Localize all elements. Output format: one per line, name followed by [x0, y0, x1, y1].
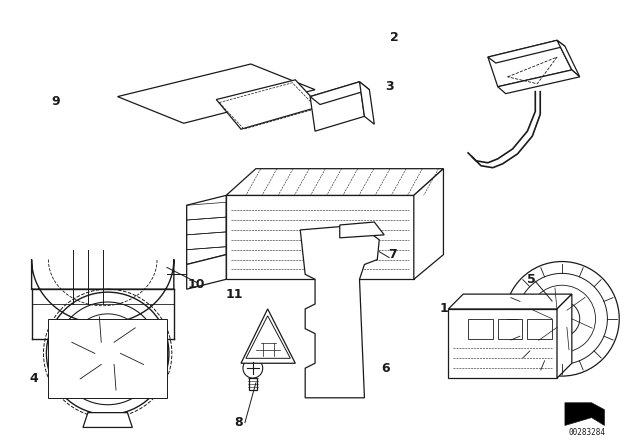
- Polygon shape: [360, 82, 374, 124]
- Polygon shape: [226, 169, 444, 195]
- Text: 6: 6: [381, 362, 390, 375]
- Polygon shape: [557, 40, 580, 77]
- Text: 4: 4: [29, 371, 38, 384]
- Polygon shape: [488, 40, 565, 63]
- Text: 10: 10: [188, 278, 205, 291]
- Polygon shape: [118, 64, 315, 123]
- Text: 9: 9: [51, 95, 60, 108]
- Polygon shape: [557, 294, 572, 378]
- Text: 8: 8: [235, 416, 243, 429]
- Polygon shape: [310, 82, 369, 104]
- Polygon shape: [527, 319, 552, 339]
- Polygon shape: [565, 403, 604, 426]
- Text: 5: 5: [527, 273, 536, 286]
- Text: 7: 7: [388, 248, 396, 261]
- Polygon shape: [488, 40, 572, 87]
- Polygon shape: [310, 82, 364, 131]
- Polygon shape: [414, 169, 444, 279]
- Polygon shape: [449, 309, 557, 378]
- Circle shape: [86, 332, 129, 375]
- Polygon shape: [468, 319, 493, 339]
- Polygon shape: [498, 319, 522, 339]
- Polygon shape: [249, 378, 257, 390]
- Polygon shape: [241, 309, 295, 363]
- Polygon shape: [449, 294, 572, 309]
- Polygon shape: [498, 70, 580, 94]
- Polygon shape: [216, 80, 320, 129]
- Polygon shape: [49, 319, 167, 398]
- Text: 2: 2: [390, 31, 399, 44]
- Polygon shape: [340, 222, 384, 238]
- Text: 11: 11: [225, 288, 243, 301]
- Text: 1: 1: [439, 302, 448, 315]
- Polygon shape: [187, 195, 226, 264]
- Polygon shape: [300, 225, 380, 398]
- Text: 3: 3: [385, 80, 394, 93]
- Circle shape: [243, 358, 262, 378]
- Polygon shape: [187, 254, 226, 289]
- Circle shape: [367, 238, 387, 258]
- Text: 00283284: 00283284: [568, 428, 605, 437]
- Polygon shape: [226, 195, 414, 279]
- Polygon shape: [83, 413, 132, 427]
- Circle shape: [544, 301, 580, 336]
